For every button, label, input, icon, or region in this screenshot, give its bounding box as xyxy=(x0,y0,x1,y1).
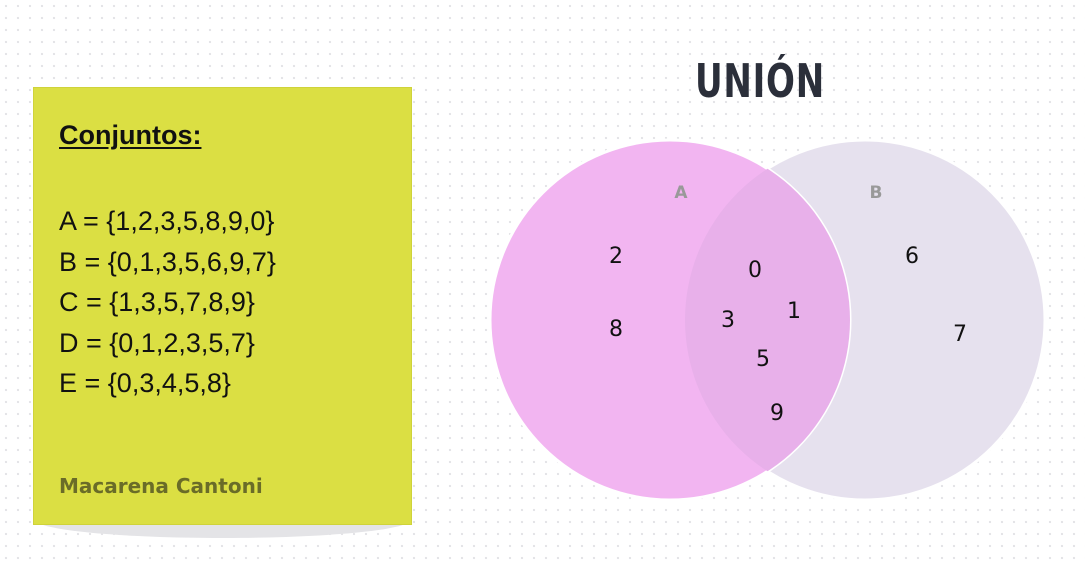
set-a-label: A xyxy=(674,183,688,203)
element-b-only: 6 xyxy=(905,244,919,269)
sets-sticky-note: Conjuntos: A = {1,2,3,5,8,9,0} B = {0,1,… xyxy=(33,87,412,525)
author-name: Macarena Cantoni xyxy=(59,474,263,498)
set-definition-c: C = {1,3,5,7,8,9} xyxy=(59,287,255,317)
element-b-only: 7 xyxy=(953,322,967,347)
diagram-title: UNIÓN xyxy=(695,54,825,108)
set-definition-d: D = {0,1,2,3,5,7} xyxy=(59,327,255,358)
set-definition-a: A = {1,2,3,5,8,9,0} xyxy=(59,206,275,236)
note-title: Conjuntos: xyxy=(59,120,202,150)
set-b-label: B xyxy=(870,183,883,203)
element-intersection: 0 xyxy=(748,258,762,283)
element-a-only: 8 xyxy=(609,317,623,342)
element-a-only: 2 xyxy=(609,244,623,269)
element-intersection: 1 xyxy=(787,299,801,324)
set-definitions: A = {1,2,3,5,8,9,0} B = {0,1,3,5,6,9,7} … xyxy=(59,201,276,404)
intersection-region xyxy=(685,140,850,500)
set-definition-b: B = {0,1,3,5,6,9,7} xyxy=(59,246,276,277)
element-intersection: 9 xyxy=(770,401,784,426)
element-intersection: 5 xyxy=(756,347,770,372)
set-definition-e: E = {0,3,4,5,8} xyxy=(59,368,231,398)
element-intersection: 3 xyxy=(721,308,735,333)
